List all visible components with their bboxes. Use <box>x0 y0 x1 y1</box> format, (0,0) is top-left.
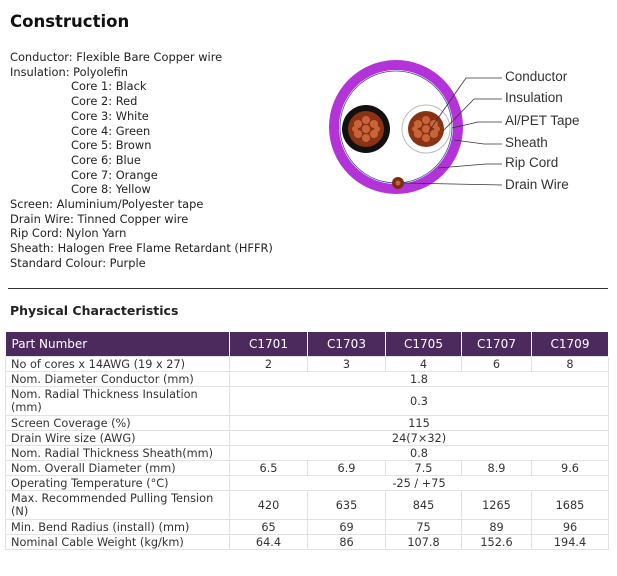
cell-value: 4 <box>385 356 462 372</box>
cell-value: 65 <box>229 519 308 535</box>
row-label: Nom. Radial Thickness Insulation (mm) <box>5 386 230 416</box>
spec-core-5: Core 5: Brown <box>71 138 152 153</box>
cell-value: 6 <box>461 356 532 372</box>
spec-core-3: Core 3: White <box>71 108 149 123</box>
table-row: Nom. Overall Diameter (mm) 6.5 6.9 7.5 8… <box>5 460 609 476</box>
spec-standard-colour: Standard Colour: Purple <box>10 255 146 270</box>
header-c1709: C1709 <box>531 332 609 357</box>
cell-value: 845 <box>385 490 462 520</box>
label-sheath: Sheath <box>505 135 548 150</box>
cell-value: 6.9 <box>307 460 386 476</box>
cable-cross-section-diagram <box>329 60 503 194</box>
spec-core-8: Core 8: Yellow <box>71 182 151 197</box>
spec-drain-wire: Drain Wire: Tinned Copper wire <box>10 211 189 226</box>
cell-value: 24(7×32) <box>229 430 609 446</box>
row-label: Operating Temperature (°C) <box>5 475 230 491</box>
label-rip-cord: Rip Cord <box>505 155 559 170</box>
row-label: Nominal Cable Weight (kg/km) <box>5 534 230 550</box>
spec-insulation: Insulation: Polyolefin <box>10 64 129 79</box>
table-row: Screen Coverage (%) 115 <box>5 415 609 431</box>
label-drain-wire: Drain Wire <box>505 177 569 192</box>
cell-value: 3 <box>307 356 386 372</box>
cell-value: 152.6 <box>461 534 532 550</box>
label-insulation: Insulation <box>505 90 563 105</box>
construction-heading: Construction <box>10 12 130 31</box>
cell-value: 635 <box>307 490 386 520</box>
row-label: Min. Bend Radius (install) (mm) <box>5 519 230 535</box>
cell-value: 69 <box>307 519 386 535</box>
cell-value: -25 / +75 <box>229 475 609 491</box>
spec-core-1: Core 1: Black <box>71 79 147 94</box>
header-c1705: C1705 <box>385 332 462 357</box>
physical-characteristics-table: Part Number C1701 C1703 C1705 C1707 C170… <box>5 332 609 550</box>
cell-value: 0.8 <box>229 445 609 461</box>
table-row: No of cores x 14AWG (19 x 27) 2 3 4 6 8 <box>5 356 609 372</box>
label-al-pet-tape: Al/PET Tape <box>505 113 580 128</box>
spec-screen: Screen: Aluminium/Polyester tape <box>10 197 204 212</box>
header-c1701: C1701 <box>229 332 308 357</box>
header-c1703: C1703 <box>307 332 386 357</box>
physical-characteristics-heading: Physical Characteristics <box>10 303 179 318</box>
spec-core-2: Core 2: Red <box>71 94 138 109</box>
spec-conductor: Conductor: Flexible Bare Copper wire <box>10 50 223 64</box>
spec-core-4: Core 4: Green <box>71 123 151 138</box>
table-row: Nom. Diameter Conductor (mm) 1.8 <box>5 371 609 387</box>
row-label: Nom. Diameter Conductor (mm) <box>5 371 230 387</box>
cell-value: 1265 <box>461 490 532 520</box>
cell-value: 194.4 <box>531 534 609 550</box>
cell-value: 64.4 <box>229 534 308 550</box>
table-row: Nominal Cable Weight (kg/km) 64.4 86 107… <box>5 534 609 550</box>
core-black-strands <box>352 116 380 142</box>
core-white-strands <box>412 116 440 142</box>
cell-value: 115 <box>229 415 609 431</box>
cell-value: 107.8 <box>385 534 462 550</box>
cell-value: 7.5 <box>385 460 462 476</box>
header-part-number: Part Number <box>5 332 230 357</box>
spec-sheath: Sheath: Halogen Free Flame Retardant (HF… <box>10 241 273 256</box>
cell-value: 8.9 <box>461 460 532 476</box>
cell-value: 1685 <box>531 490 609 520</box>
cell-value: 9.6 <box>531 460 609 476</box>
table-row: Drain Wire size (AWG) 24(7×32) <box>5 430 609 446</box>
cell-value: 89 <box>461 519 532 535</box>
cell-value: 75 <box>385 519 462 535</box>
construction-spec: Conductor: Flexible Bare Copper wire Ins… <box>10 50 310 271</box>
cell-value: 86 <box>307 534 386 550</box>
cell-value: 420 <box>229 490 308 520</box>
table-row: Nom. Radial Thickness Sheath(mm) 0.8 <box>5 445 609 461</box>
cell-value: 6.5 <box>229 460 308 476</box>
section-divider <box>8 288 608 289</box>
spec-core-7: Core 7: Orange <box>71 167 158 182</box>
cell-value: 0.3 <box>229 386 609 416</box>
header-c1707: C1707 <box>461 332 532 357</box>
row-label: Screen Coverage (%) <box>5 415 230 431</box>
row-label: Nom. Radial Thickness Sheath(mm) <box>5 445 230 461</box>
callout-leaders <box>403 77 503 186</box>
spec-core-6: Core 6: Blue <box>71 152 141 167</box>
row-label: Max. Recommended Pulling Tension (N) <box>5 490 230 520</box>
row-label: No of cores x 14AWG (19 x 27) <box>5 356 230 372</box>
cell-value: 2 <box>229 356 308 372</box>
row-label: Nom. Overall Diameter (mm) <box>5 460 230 476</box>
cell-value: 96 <box>531 519 609 535</box>
table-row: Nom. Radial Thickness Insulation (mm) 0.… <box>5 386 609 416</box>
table-row: Operating Temperature (°C) -25 / +75 <box>5 475 609 491</box>
cell-value: 1.8 <box>229 371 609 387</box>
cell-value: 8 <box>531 356 609 372</box>
row-label: Drain Wire size (AWG) <box>5 430 230 446</box>
label-conductor: Conductor <box>505 69 568 84</box>
table-row: Max. Recommended Pulling Tension (N) 420… <box>5 490 609 520</box>
table-row: Min. Bend Radius (install) (mm) 65 69 75… <box>5 519 609 535</box>
spec-rip-cord: Rip Cord: Nylon Yarn <box>10 226 127 241</box>
table-header-row: Part Number C1701 C1703 C1705 C1707 C170… <box>5 332 609 357</box>
